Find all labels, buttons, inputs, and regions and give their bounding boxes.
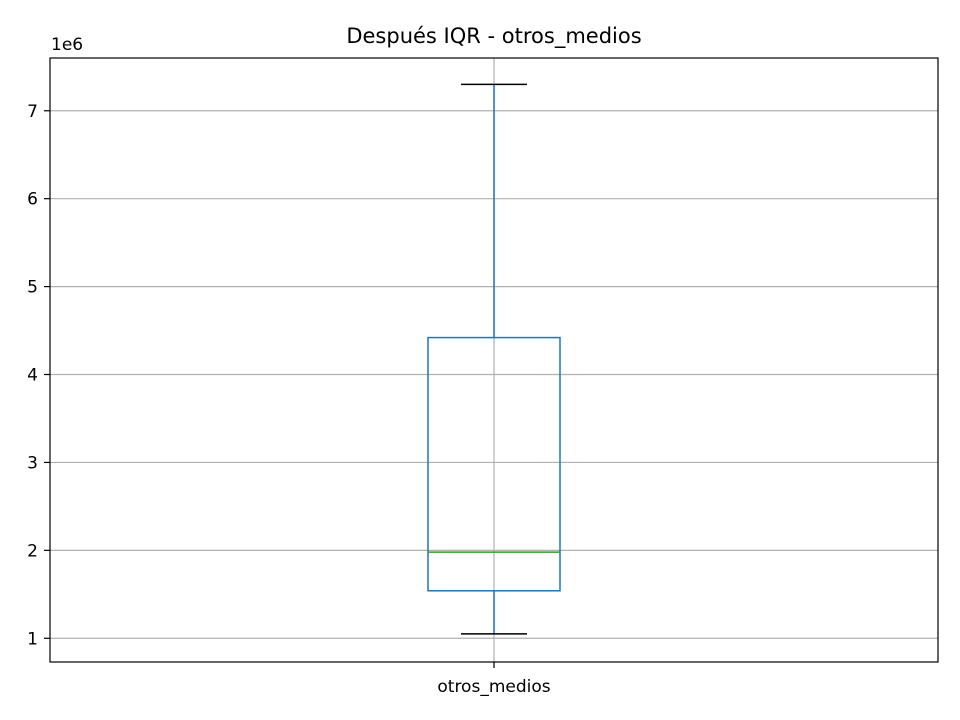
axes-frame bbox=[49, 57, 939, 663]
y-offset-label: 1e6 bbox=[51, 35, 83, 55]
y-tick-label: 7 bbox=[27, 102, 38, 122]
iqr-box bbox=[427, 336, 561, 592]
axes: 1 2 3 4 5 6 7 otros_medios bbox=[27, 57, 939, 697]
y-tick-label: 5 bbox=[27, 278, 38, 298]
y-tick-label: 3 bbox=[27, 453, 38, 473]
boxes bbox=[427, 83, 561, 635]
y-tick-label: 4 bbox=[27, 366, 38, 386]
chart-title: Después IQR - otros_medios bbox=[346, 24, 641, 49]
x-tick-label: otros_medios bbox=[437, 677, 550, 697]
y-tick-label: 2 bbox=[27, 541, 38, 561]
y-tick-label: 1 bbox=[27, 629, 38, 649]
y-tick-label: 6 bbox=[27, 190, 38, 210]
